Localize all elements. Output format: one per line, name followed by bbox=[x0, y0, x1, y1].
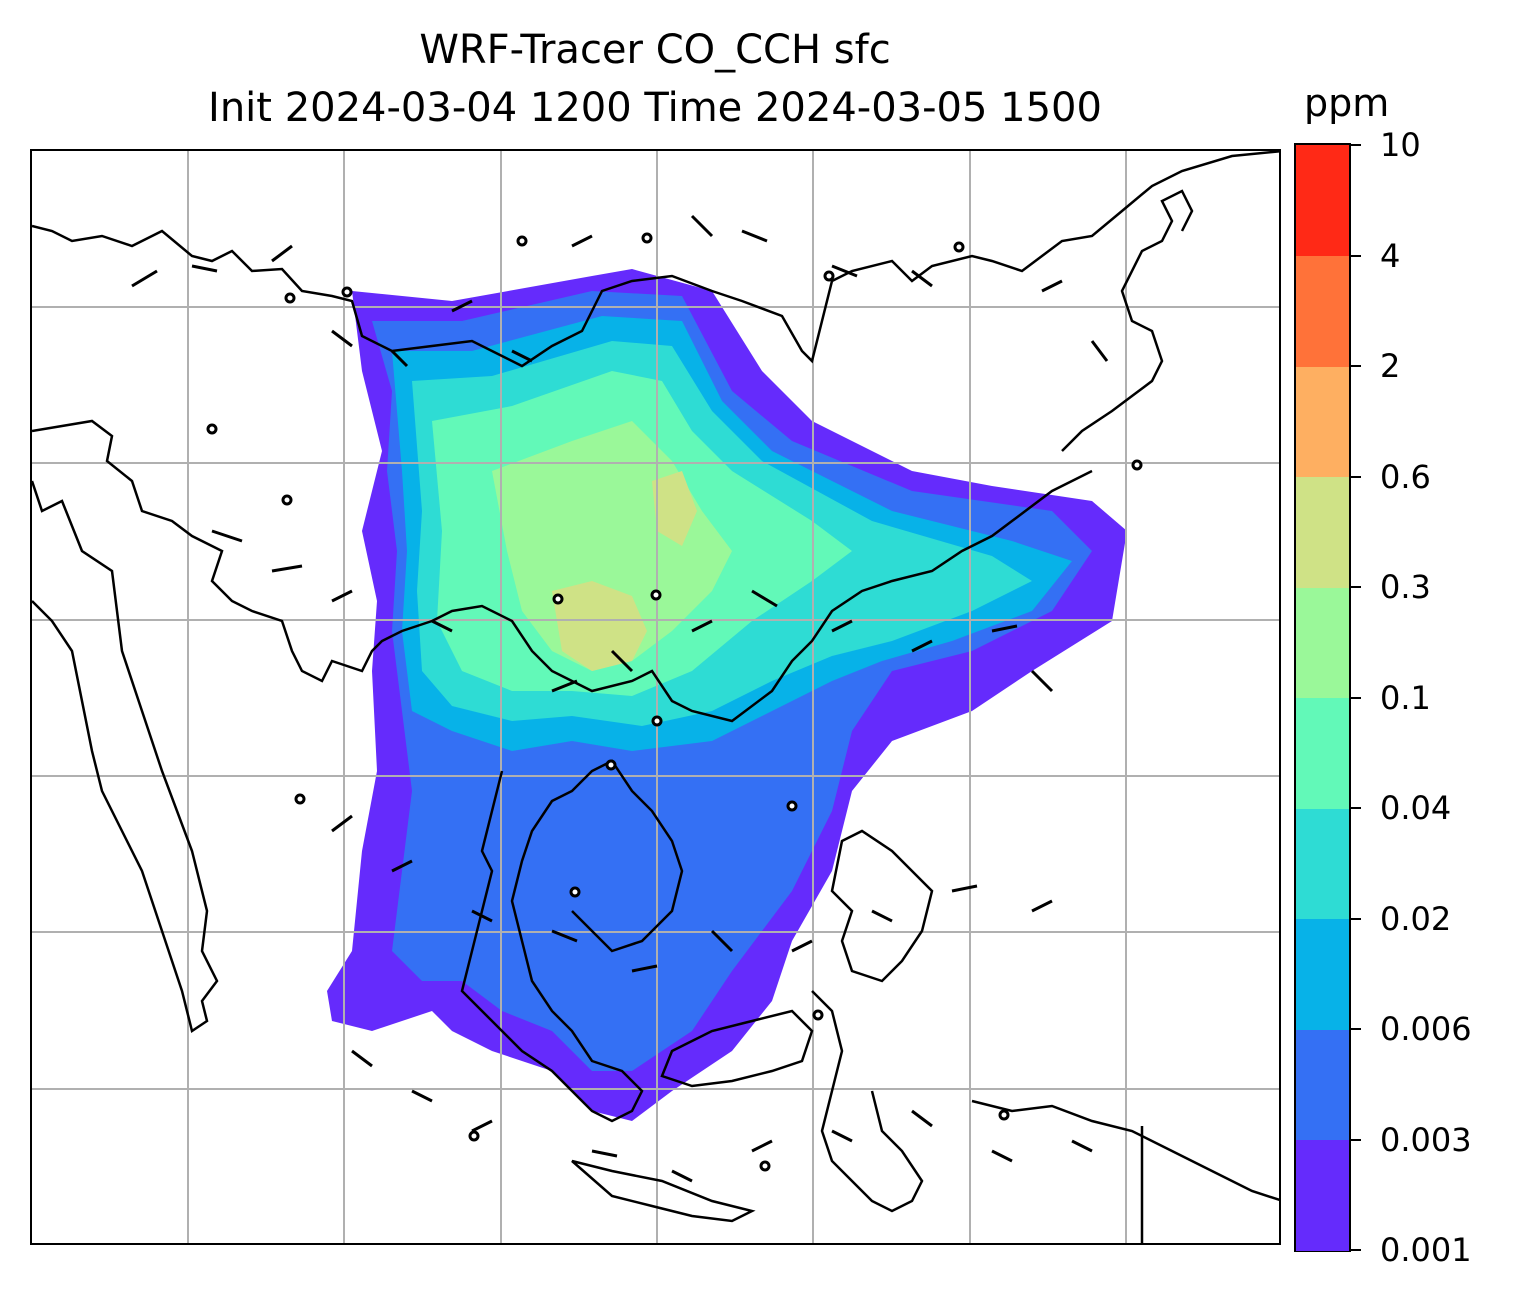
colorbar-segment bbox=[1296, 1139, 1349, 1251]
colorbar-segment bbox=[1296, 918, 1349, 1030]
colorbar-tick-label: 0.04 bbox=[1380, 789, 1452, 827]
colorbar-tick-label: 10 bbox=[1380, 126, 1421, 164]
colorbar-tick-label: 0.6 bbox=[1380, 457, 1431, 496]
colorbar-segment bbox=[1296, 255, 1349, 367]
map-gridlines bbox=[32, 151, 1279, 1243]
tracer-concentration-field bbox=[327, 269, 1127, 1121]
colorbar bbox=[1294, 143, 1351, 1252]
chart-title-line2: Init 2024-03-04 1200 Time 2024-03-05 150… bbox=[208, 85, 1102, 131]
colorbar-tick bbox=[1351, 696, 1361, 699]
wind-barbs bbox=[131, 214, 1109, 1183]
colorbar-tick bbox=[1351, 475, 1361, 478]
colorbar-tick bbox=[1351, 1138, 1361, 1141]
colorbar-tick-label: 2 bbox=[1380, 347, 1401, 385]
colorbar-tick-label: 4 bbox=[1380, 236, 1401, 275]
colorbar-tick bbox=[1351, 144, 1361, 146]
colorbar-tick bbox=[1351, 365, 1361, 367]
colorbar-segment bbox=[1296, 808, 1349, 919]
colorbar-tick-label: 0.02 bbox=[1380, 899, 1452, 938]
field-level-7 bbox=[552, 581, 647, 671]
colorbar-segment bbox=[1296, 145, 1349, 256]
map-panel bbox=[30, 149, 1281, 1245]
colorbar-tick-label: 0.3 bbox=[1380, 568, 1431, 606]
colorbar-segment bbox=[1296, 476, 1349, 588]
field-level-7b bbox=[652, 471, 697, 546]
colorbar-tick-label: 0.006 bbox=[1380, 1010, 1472, 1048]
colorbar-segment bbox=[1296, 1029, 1349, 1140]
colorbar-tick-label: 0.001 bbox=[1380, 1231, 1472, 1269]
calm-wind-circles bbox=[206, 232, 1143, 1172]
map-canvas bbox=[32, 151, 1279, 1243]
chart-title-line1: WRF-Tracer CO_CCH sfc bbox=[419, 27, 891, 73]
colorbar-tick bbox=[1351, 917, 1361, 920]
colorbar-tick bbox=[1351, 586, 1361, 588]
colorbar-tick-label: 0.1 bbox=[1380, 678, 1431, 717]
colorbar-unit-label: ppm bbox=[1304, 81, 1390, 125]
colorbar-tick bbox=[1351, 807, 1361, 809]
colorbar-tick-label: 0.003 bbox=[1380, 1120, 1472, 1159]
coastlines bbox=[32, 151, 1279, 1243]
colorbar-tick bbox=[1351, 1249, 1361, 1251]
colorbar-segment bbox=[1296, 697, 1349, 809]
colorbar-segment bbox=[1296, 587, 1349, 698]
colorbar-tick bbox=[1351, 1028, 1361, 1030]
colorbar-segment bbox=[1296, 366, 1349, 477]
colorbar-tick bbox=[1351, 254, 1361, 257]
